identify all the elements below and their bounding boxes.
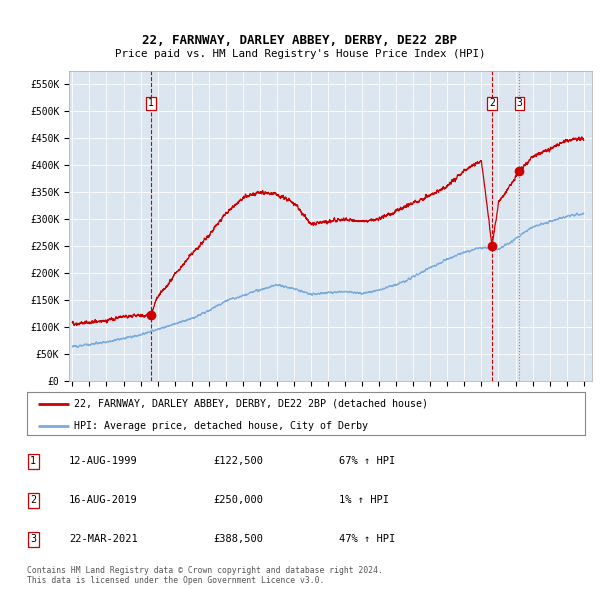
Text: 3: 3 [517, 99, 522, 109]
Text: 12-AUG-1999: 12-AUG-1999 [69, 457, 138, 466]
Text: HPI: Average price, detached house, City of Derby: HPI: Average price, detached house, City… [74, 421, 368, 431]
Text: 67% ↑ HPI: 67% ↑ HPI [339, 457, 395, 466]
Text: 1% ↑ HPI: 1% ↑ HPI [339, 496, 389, 505]
Text: 2: 2 [489, 99, 495, 109]
Text: 1: 1 [30, 457, 36, 466]
Text: £388,500: £388,500 [213, 535, 263, 544]
Text: 22, FARNWAY, DARLEY ABBEY, DERBY, DE22 2BP: 22, FARNWAY, DARLEY ABBEY, DERBY, DE22 2… [143, 34, 458, 47]
Text: Contains HM Land Registry data © Crown copyright and database right 2024.
This d: Contains HM Land Registry data © Crown c… [27, 566, 383, 585]
Text: 16-AUG-2019: 16-AUG-2019 [69, 496, 138, 505]
Text: £122,500: £122,500 [213, 457, 263, 466]
Text: 1: 1 [148, 99, 154, 109]
Text: 2: 2 [30, 496, 36, 505]
Text: 22, FARNWAY, DARLEY ABBEY, DERBY, DE22 2BP (detached house): 22, FARNWAY, DARLEY ABBEY, DERBY, DE22 2… [74, 399, 428, 409]
Text: 3: 3 [30, 535, 36, 544]
Text: 22-MAR-2021: 22-MAR-2021 [69, 535, 138, 544]
Text: Price paid vs. HM Land Registry's House Price Index (HPI): Price paid vs. HM Land Registry's House … [115, 49, 485, 59]
Text: £250,000: £250,000 [213, 496, 263, 505]
Text: 47% ↑ HPI: 47% ↑ HPI [339, 535, 395, 544]
